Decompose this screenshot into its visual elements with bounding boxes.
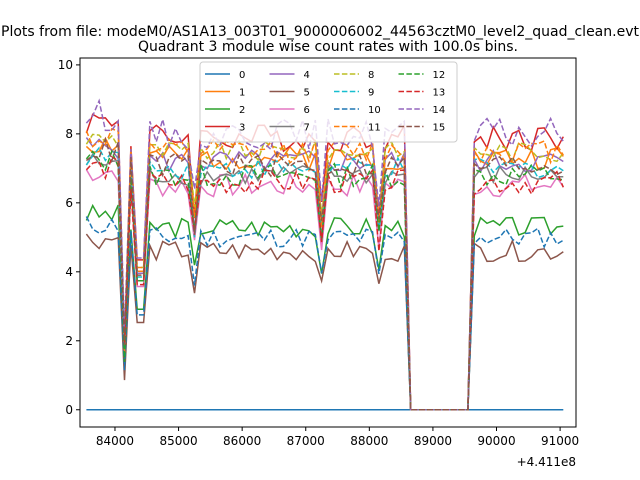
- legend-label: 2: [239, 105, 245, 116]
- y-tick-label: 8: [65, 127, 73, 141]
- legend-label: 12: [433, 70, 446, 81]
- y-tick-label: 2: [65, 334, 73, 348]
- legend-label: 7: [304, 123, 310, 134]
- legend-label: 5: [304, 88, 310, 99]
- legend-label: 11: [368, 123, 381, 134]
- x-tick-label: 90000: [477, 434, 515, 448]
- series-layer: [85, 98, 564, 411]
- series-line-2: [85, 203, 564, 411]
- y-tick-label: 10: [58, 58, 73, 72]
- x-offset-label: +4.411e8: [517, 455, 576, 469]
- legend-label: 6: [304, 105, 310, 116]
- legend-label: 15: [433, 123, 446, 134]
- figure-suptitle: Plots from file: modeM0/AS1A13_003T01_90…: [1, 24, 639, 40]
- chart-title: Quadrant 3 module wise count rates with …: [138, 39, 518, 55]
- series-line-15: [85, 136, 564, 411]
- series-line-11: [85, 127, 564, 411]
- legend-label: 9: [368, 88, 374, 99]
- x-tick-label: 89000: [414, 434, 452, 448]
- legend-label: 4: [304, 70, 310, 81]
- series-line-3: [85, 113, 564, 411]
- y-tick-label: 0: [65, 403, 73, 417]
- x-tick-label: 84000: [96, 434, 134, 448]
- series-line-5: [85, 233, 564, 411]
- series-line-14: [85, 98, 564, 411]
- series-line-10: [85, 216, 564, 411]
- legend-label: 14: [433, 105, 446, 116]
- legend-label: 0: [239, 70, 245, 81]
- legend-label: 1: [239, 88, 245, 99]
- legend-label: 3: [239, 123, 245, 134]
- legend-box: [199, 61, 458, 143]
- x-tick-label: 87000: [287, 434, 325, 448]
- x-tick-label: 91000: [541, 434, 579, 448]
- x-axis: 84000 85000 86000 87000 88000 89000 90000 91000: [96, 427, 579, 448]
- x-tick-label: 86000: [223, 434, 261, 448]
- y-tick-label: 4: [65, 265, 73, 279]
- y-axis: 0 2 4 6 8 10: [58, 58, 80, 417]
- series-line-13: [85, 155, 564, 411]
- y-tick-label: 6: [65, 196, 73, 210]
- x-tick-label: 88000: [350, 434, 388, 448]
- axes-frame: [79, 57, 577, 428]
- legend-label: 13: [433, 88, 446, 99]
- legend-label: 10: [368, 105, 381, 116]
- series-line-6: [85, 169, 564, 411]
- x-tick-label: 85000: [159, 434, 197, 448]
- legend-label: 8: [368, 70, 374, 81]
